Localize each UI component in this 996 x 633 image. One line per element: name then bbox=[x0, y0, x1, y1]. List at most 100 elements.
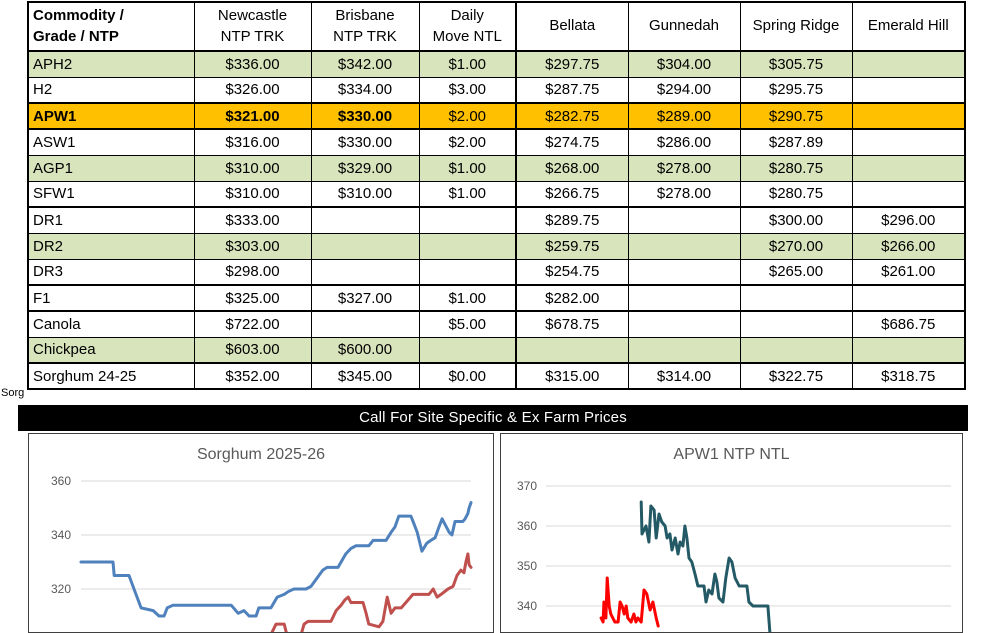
call-for-prices-banner[interactable]: Call For Site Specific & Ex Farm Prices bbox=[18, 405, 968, 431]
price-cell[interactable]: $287.89 bbox=[739, 128, 853, 156]
price-cell[interactable]: $2.00 bbox=[418, 102, 517, 130]
price-cell[interactable]: $303.00 bbox=[193, 232, 312, 260]
price-cell[interactable]: $330.00 bbox=[310, 102, 420, 130]
price-cell[interactable]: $316.00 bbox=[193, 128, 312, 156]
price-cell[interactable]: $352.00 bbox=[193, 362, 312, 390]
grade-cell[interactable]: H2 bbox=[27, 76, 195, 104]
price-cell[interactable]: $298.00 bbox=[193, 258, 312, 286]
price-cell[interactable]: $305.75 bbox=[739, 50, 853, 78]
price-cell[interactable] bbox=[310, 232, 420, 260]
price-cell[interactable] bbox=[418, 258, 517, 286]
price-cell[interactable] bbox=[627, 258, 741, 286]
header-spring-ridge[interactable]: Spring Ridge bbox=[739, 1, 853, 52]
price-cell[interactable]: $326.00 bbox=[193, 76, 312, 104]
price-cell[interactable]: $325.00 bbox=[193, 284, 312, 312]
price-cell[interactable]: $1.00 bbox=[418, 284, 517, 312]
price-cell[interactable]: $268.00 bbox=[515, 154, 629, 182]
price-cell[interactable] bbox=[851, 336, 966, 364]
price-cell[interactable]: $322.75 bbox=[739, 362, 853, 390]
price-cell[interactable]: $333.00 bbox=[193, 206, 312, 234]
price-cell[interactable]: $3.00 bbox=[418, 76, 517, 104]
price-cell[interactable] bbox=[851, 128, 966, 156]
price-cell[interactable]: $289.75 bbox=[515, 206, 629, 234]
price-cell[interactable]: $318.75 bbox=[851, 362, 966, 390]
header-daily-move[interactable]: Daily Move NTL bbox=[418, 1, 517, 52]
price-cell[interactable]: $310.00 bbox=[193, 154, 312, 182]
price-cell[interactable] bbox=[851, 50, 966, 78]
price-cell[interactable]: $2.00 bbox=[418, 128, 517, 156]
price-cell[interactable]: $286.00 bbox=[627, 128, 741, 156]
price-cell[interactable]: $1.00 bbox=[418, 154, 517, 182]
price-cell[interactable]: $722.00 bbox=[193, 310, 312, 338]
price-cell[interactable]: $274.75 bbox=[515, 128, 629, 156]
price-cell[interactable]: $261.00 bbox=[851, 258, 966, 286]
price-cell[interactable] bbox=[310, 206, 420, 234]
price-cell[interactable]: $314.00 bbox=[627, 362, 741, 390]
price-cell[interactable] bbox=[851, 180, 966, 208]
price-cell[interactable]: $310.00 bbox=[310, 180, 420, 208]
price-cell[interactable]: $287.75 bbox=[515, 76, 629, 104]
price-cell[interactable]: $0.00 bbox=[418, 362, 517, 390]
grade-cell[interactable]: Sorghum 24-25 bbox=[27, 362, 195, 390]
price-cell[interactable]: $296.00 bbox=[851, 206, 966, 234]
price-cell[interactable]: $334.00 bbox=[310, 76, 420, 104]
price-cell[interactable]: $321.00 bbox=[193, 102, 312, 130]
price-cell[interactable]: $266.00 bbox=[851, 232, 966, 260]
header-newcastle[interactable]: Newcastle NTP TRK bbox=[193, 1, 312, 52]
grade-cell[interactable]: SFW1 bbox=[27, 180, 195, 208]
price-cell[interactable]: $278.00 bbox=[627, 154, 741, 182]
price-cell[interactable]: $304.00 bbox=[627, 50, 741, 78]
price-cell[interactable]: $329.00 bbox=[310, 154, 420, 182]
header-brisbane[interactable]: Brisbane NTP TRK bbox=[310, 1, 420, 52]
price-cell[interactable]: $345.00 bbox=[310, 362, 420, 390]
price-cell[interactable] bbox=[418, 232, 517, 260]
price-cell[interactable]: $282.00 bbox=[515, 284, 629, 312]
price-cell[interactable]: $265.00 bbox=[739, 258, 853, 286]
price-cell[interactable]: $289.00 bbox=[627, 102, 741, 130]
grade-cell[interactable]: F1 bbox=[27, 284, 195, 312]
price-cell[interactable] bbox=[739, 310, 853, 338]
grade-cell[interactable]: ASW1 bbox=[27, 128, 195, 156]
price-cell[interactable] bbox=[627, 232, 741, 260]
price-cell[interactable]: $603.00 bbox=[193, 336, 312, 364]
price-cell[interactable]: $294.00 bbox=[627, 76, 741, 104]
grade-cell[interactable]: Canola bbox=[27, 310, 195, 338]
price-cell[interactable]: $600.00 bbox=[310, 336, 420, 364]
price-cell[interactable] bbox=[627, 336, 741, 364]
grade-cell[interactable]: DR1 bbox=[27, 206, 195, 234]
price-cell[interactable] bbox=[310, 258, 420, 286]
grade-cell[interactable]: DR3 bbox=[27, 258, 195, 286]
price-cell[interactable] bbox=[851, 154, 966, 182]
price-cell[interactable]: $686.75 bbox=[851, 310, 966, 338]
price-cell[interactable] bbox=[418, 336, 517, 364]
price-cell[interactable]: $282.75 bbox=[515, 102, 629, 130]
price-cell[interactable]: $280.75 bbox=[739, 154, 853, 182]
price-cell[interactable] bbox=[851, 284, 966, 312]
price-cell[interactable] bbox=[310, 310, 420, 338]
price-cell[interactable]: $1.00 bbox=[418, 180, 517, 208]
price-cell[interactable]: $310.00 bbox=[193, 180, 312, 208]
price-cell[interactable]: $342.00 bbox=[310, 50, 420, 78]
price-cell[interactable] bbox=[418, 206, 517, 234]
price-cell[interactable]: $278.00 bbox=[627, 180, 741, 208]
price-cell[interactable]: $280.75 bbox=[739, 180, 853, 208]
price-cell[interactable] bbox=[627, 284, 741, 312]
price-cell[interactable]: $295.75 bbox=[739, 76, 853, 104]
price-cell[interactable]: $315.00 bbox=[515, 362, 629, 390]
price-cell[interactable]: $254.75 bbox=[515, 258, 629, 286]
header-gunnedah[interactable]: Gunnedah bbox=[627, 1, 741, 52]
price-cell[interactable]: $266.75 bbox=[515, 180, 629, 208]
price-cell[interactable] bbox=[627, 206, 741, 234]
price-cell[interactable] bbox=[515, 336, 629, 364]
price-cell[interactable]: $336.00 bbox=[193, 50, 312, 78]
price-cell[interactable]: $270.00 bbox=[739, 232, 853, 260]
header-commodity[interactable]: Commodity / Grade / NTP bbox=[27, 1, 195, 52]
price-cell[interactable]: $300.00 bbox=[739, 206, 853, 234]
header-emerald-hill[interactable]: Emerald Hill bbox=[851, 1, 966, 52]
price-cell[interactable]: $297.75 bbox=[515, 50, 629, 78]
price-cell[interactable]: $5.00 bbox=[418, 310, 517, 338]
price-cell[interactable]: $259.75 bbox=[515, 232, 629, 260]
grade-cell[interactable]: APW1 bbox=[27, 102, 195, 130]
price-cell[interactable] bbox=[739, 284, 853, 312]
price-cell[interactable]: $290.75 bbox=[739, 102, 853, 130]
